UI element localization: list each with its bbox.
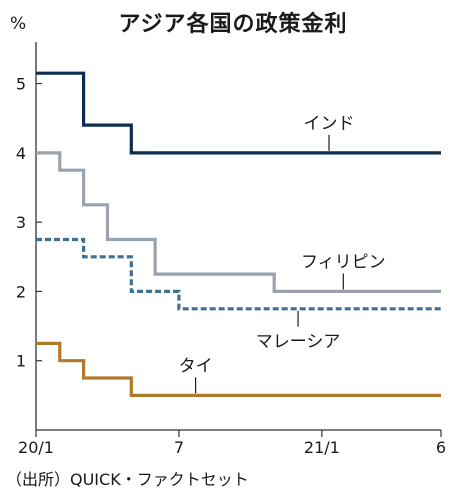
x-tick-label: 20/1 — [18, 438, 54, 457]
series-line-1 — [36, 151, 441, 293]
y-tick-label: 4 — [16, 144, 26, 163]
series-label: インド — [304, 114, 355, 134]
series-label: フィリピン — [301, 252, 386, 272]
source-note: （出所）QUICK・ファクトセット — [6, 470, 249, 489]
series-label: タイ — [179, 356, 213, 376]
chart-title: アジア各国の政策金利 — [118, 12, 348, 37]
series-line-3 — [36, 341, 441, 397]
x-tick-label: 7 — [174, 438, 184, 457]
x-tick-label: 6 — [436, 438, 446, 457]
y-tick-label: 5 — [16, 75, 26, 94]
series-label: マレーシア — [256, 332, 341, 352]
x-tick-label: 21/1 — [304, 438, 340, 457]
y-tick-label: 3 — [16, 213, 26, 232]
series-line-0 — [36, 71, 441, 155]
y-tick-label: 1 — [16, 352, 26, 371]
series-line-2 — [36, 237, 441, 311]
y-axis-unit: % — [10, 14, 27, 34]
y-tick-label: 2 — [16, 282, 26, 301]
